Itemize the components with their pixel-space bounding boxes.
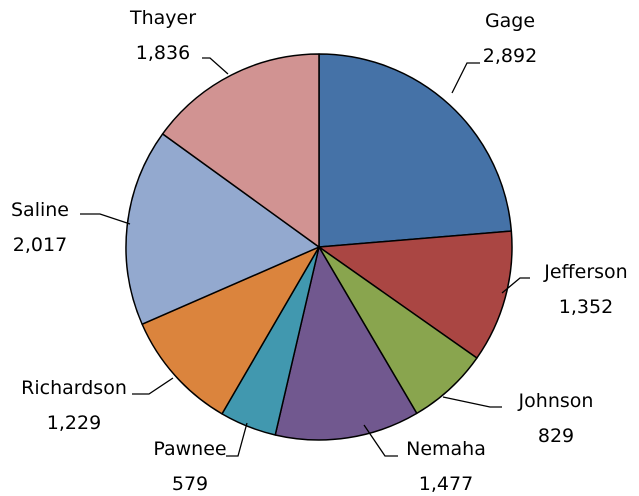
leader-line-saline [80, 213, 131, 225]
pie-slice-nemaha [274, 246, 418, 441]
leader-line-gage [451, 62, 480, 94]
pie-slices [125, 53, 513, 441]
leader-line-thayer [202, 57, 229, 75]
leader-line-nemaha [363, 424, 398, 457]
leader-line-johnson [442, 396, 502, 408]
slice-value-thayer: 1,836 [136, 42, 190, 64]
pie-slice-jefferson [318, 230, 513, 359]
slice-value-saline: 2,017 [13, 234, 67, 256]
slice-label-gage: Gage [485, 10, 535, 32]
slice-value-gage: 2,892 [483, 45, 537, 67]
leader-line-jefferson [501, 277, 530, 294]
slice-label-jefferson: Jefferson [543, 261, 627, 283]
slice-value-pawnee: 579 [172, 473, 208, 495]
pie-slice-richardson [141, 246, 320, 415]
slice-value-richardson: 1,229 [47, 412, 101, 434]
pie-slice-gage [318, 53, 513, 248]
leader-line-pawnee [226, 422, 248, 457]
slice-label-thayer: Thayer [129, 7, 196, 29]
leader-line-richardson [132, 377, 174, 395]
slice-label-johnson: Johnson [518, 390, 594, 412]
slice-value-johnson: 829 [538, 425, 574, 447]
slice-label-saline: Saline [11, 199, 69, 221]
slice-label-pawnee: Pawnee [153, 438, 226, 460]
slice-label-richardson: Richardson [21, 377, 127, 399]
pie-slice-saline [125, 133, 320, 325]
pie-slice-thayer [161, 53, 320, 248]
leader-lines [80, 57, 530, 457]
slice-label-nemaha: Nemaha [406, 438, 486, 460]
slice-value-nemaha: 1,477 [419, 473, 473, 495]
slice-labels: Gage 2,892 Jefferson 1,352 Johnson 829 N… [11, 7, 628, 495]
slice-value-jefferson: 1,352 [559, 296, 613, 318]
